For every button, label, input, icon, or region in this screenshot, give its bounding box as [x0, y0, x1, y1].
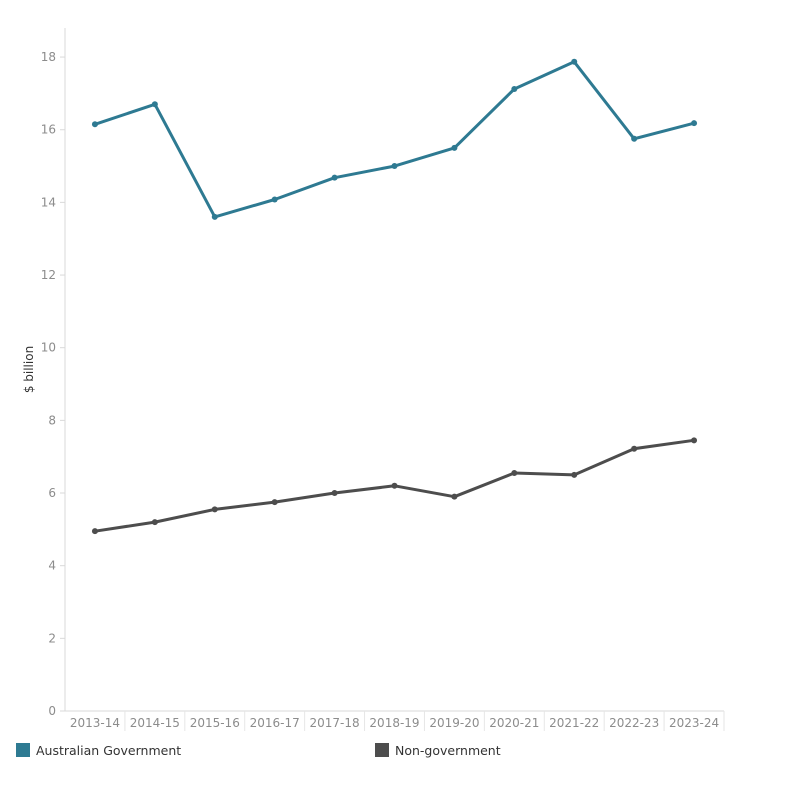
data-point-non-government [211, 506, 218, 513]
data-point-australian-government [571, 58, 578, 65]
legend: Australian Government Non-government [0, 741, 800, 763]
legend-swatch-non-government [375, 743, 389, 757]
x-tick-label: 2017-18 [310, 716, 360, 730]
x-tick-label: 2019-20 [429, 716, 479, 730]
legend-label-non-government: Non-government [395, 742, 501, 758]
data-point-non-government [391, 482, 398, 489]
legend-item-australian-government[interactable]: Australian Government [16, 741, 181, 759]
x-tick-label: 2016-17 [250, 716, 300, 730]
x-tick-label: 2013-14 [70, 716, 120, 730]
data-point-non-government [331, 490, 338, 497]
series-line-australian-government [93, 60, 696, 219]
data-point-non-government [271, 499, 278, 506]
y-axis-title: $ billion [22, 346, 36, 393]
x-tick-label: 2020-21 [489, 716, 539, 730]
data-point-australian-government [331, 174, 338, 181]
data-point-australian-government [631, 135, 638, 142]
data-point-australian-government [511, 86, 518, 93]
y-tick-label: 14 [41, 195, 56, 209]
data-point-australian-government [91, 121, 98, 128]
y-tick-label: 6 [48, 486, 56, 500]
legend-item-non-government[interactable]: Non-government [375, 741, 501, 759]
data-point-non-government [151, 519, 158, 526]
y-tick-label: 8 [48, 413, 56, 427]
legend-swatch-australian-government [16, 743, 30, 757]
y-tick-label: 2 [48, 631, 56, 645]
y-tick-label: 12 [41, 268, 56, 282]
x-tick-label: 2015-16 [190, 716, 240, 730]
y-tick-label: 16 [41, 123, 56, 137]
x-tick-label: 2021-22 [549, 716, 599, 730]
x-tick-label: 2023-24 [669, 716, 719, 730]
x-tick-label: 2018-19 [369, 716, 419, 730]
data-point-australian-government [391, 163, 398, 170]
data-point-non-government [91, 528, 98, 535]
data-point-non-government [511, 470, 518, 477]
data-point-non-government [631, 445, 638, 452]
data-point-australian-government [691, 120, 698, 127]
data-point-australian-government [151, 101, 158, 108]
data-point-non-government [451, 493, 458, 500]
y-tick-label: 4 [48, 559, 56, 573]
x-tick-label: 2022-23 [609, 716, 659, 730]
data-point-non-government [571, 471, 578, 478]
x-tick-label: 2014-15 [130, 716, 180, 730]
data-point-australian-government [451, 144, 458, 151]
y-tick-label: 10 [41, 341, 56, 355]
y-tick-label: 18 [41, 50, 56, 64]
data-point-non-government [691, 437, 698, 444]
data-point-australian-government [211, 213, 218, 220]
data-point-australian-government [271, 196, 278, 203]
line-chart: 0 2 4 6 8 10 12 14 16 18 $ billion 2013-14 2014-15 20… [22, 28, 725, 731]
legend-label-australian-government: Australian Government [36, 742, 182, 758]
y-tick-label: 0 [48, 704, 56, 718]
